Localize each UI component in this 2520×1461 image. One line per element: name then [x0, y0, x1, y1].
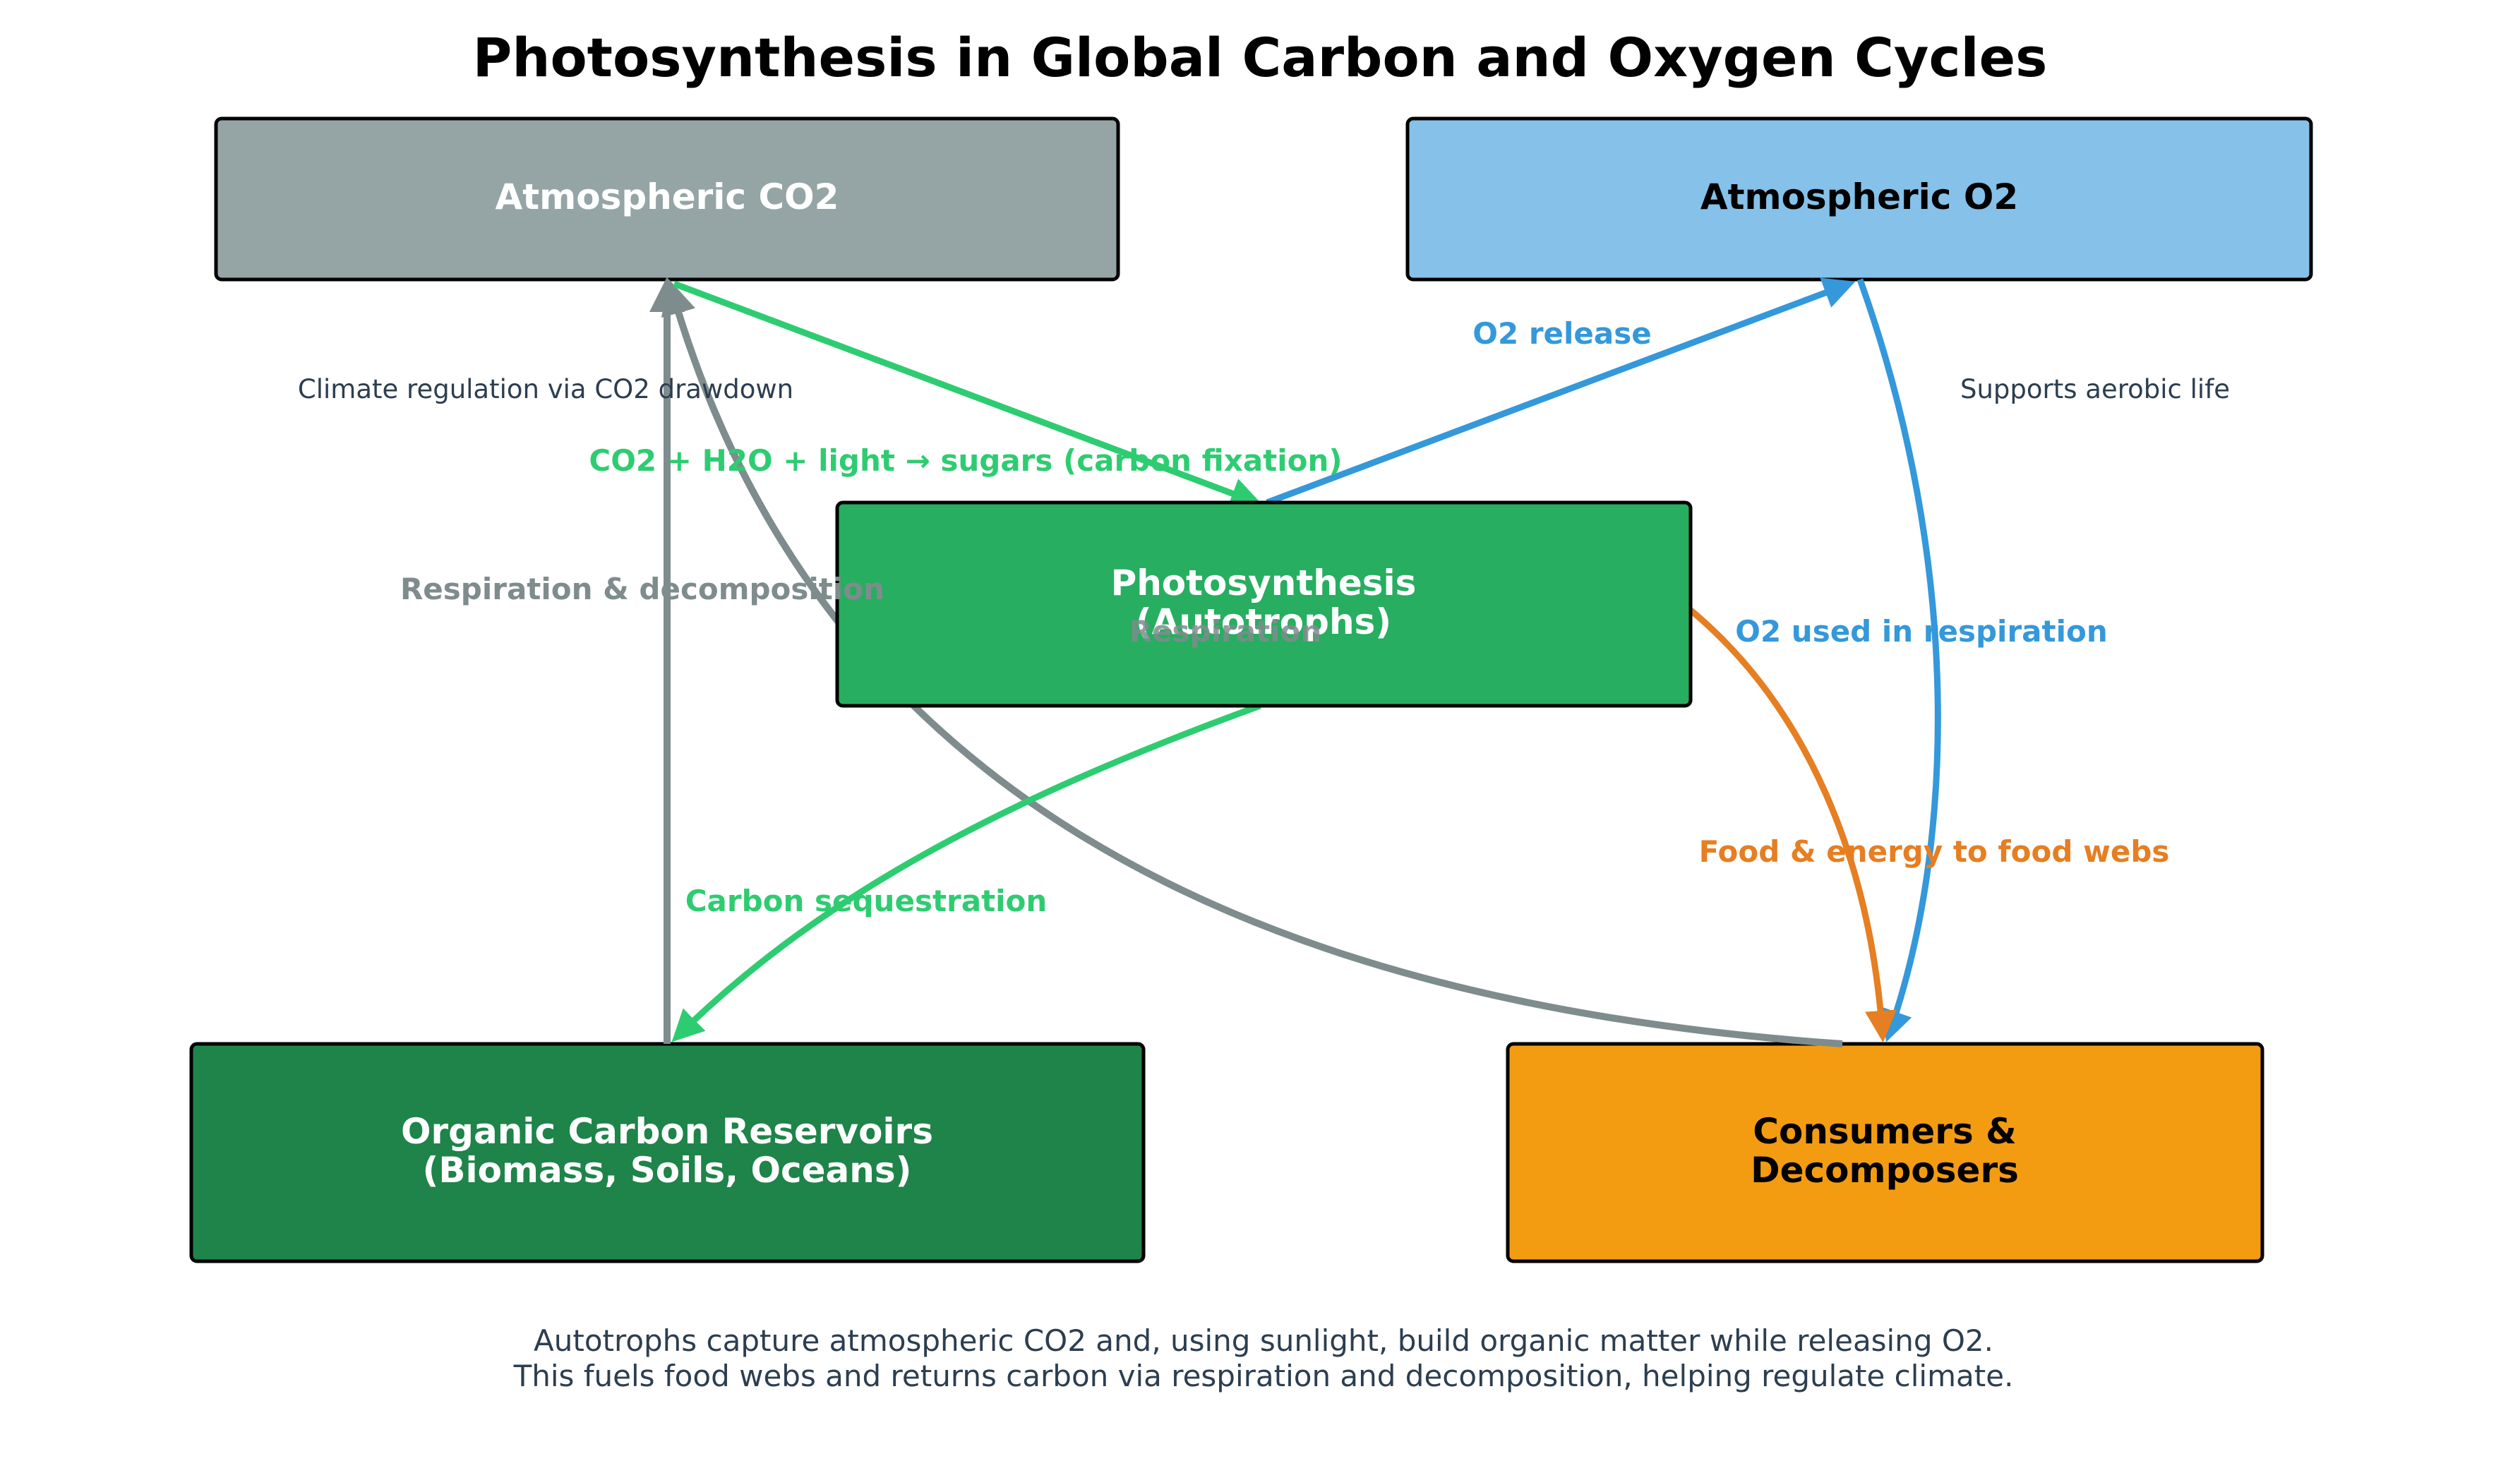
caption-line1: Autotrophs capture atmospheric CO2 and, …: [534, 1323, 1993, 1358]
o2-release-label: O2 release: [1472, 316, 1651, 351]
carbon-fixation-label: CO2 + H2O + light → sugars (carbon fixat…: [589, 443, 1342, 478]
reservoirs-label-line1: Organic Carbon Reservoirs: [401, 1111, 933, 1152]
food-energy-arrow: [1686, 606, 1897, 1042]
photosynthesis-label-line2: (Autotrophs): [1136, 601, 1391, 642]
reservoirs-label-line2: (Biomass, Soils, Oceans): [422, 1150, 911, 1191]
atmospheric-o2-label: Atmospheric O2: [1700, 176, 2018, 217]
atmospheric-co2-label: Atmospheric CO2: [496, 176, 839, 217]
aerobic-life-note: Supports aerobic life: [1960, 374, 2230, 404]
food-energy-label: Food & energy to food webs: [1699, 834, 2170, 869]
consumers-label-line1: Consumers &: [1753, 1111, 2016, 1152]
carbon-sequestration-arrow: [671, 702, 1261, 1042]
diagram-title: Photosynthesis in Global Carbon and Oxyg…: [473, 26, 2048, 89]
caption-line2: This fuels food webs and returns carbon …: [513, 1359, 2014, 1393]
o2-used-in-respiration-arrow: [1856, 278, 1941, 1042]
photosynthesis-box: [835, 500, 1693, 708]
photosynthesis-label-line1: Photosynthesis: [1111, 563, 1417, 603]
carbon-fixation-arrow: [673, 280, 1263, 509]
consumers-decomposers-box: [1506, 1042, 2264, 1263]
atmospheric-o2-box: [1405, 116, 2313, 282]
carbon-sequestration-label: Carbon sequestration: [685, 884, 1048, 918]
consumers-label-line2: Decomposers: [1751, 1150, 2019, 1191]
respiration-consumers-to-co2-arrow: [661, 279, 1843, 1047]
respiration-label: Respiration: [1129, 614, 1322, 649]
o2-used-label: O2 used in respiration: [1735, 614, 2107, 649]
respiration-decomposition-label: Respiration & decomposition: [400, 572, 884, 606]
climate-regulation-note: Climate regulation via CO2 drawdown: [298, 374, 793, 404]
o2-release-arrow: [1266, 277, 1856, 506]
